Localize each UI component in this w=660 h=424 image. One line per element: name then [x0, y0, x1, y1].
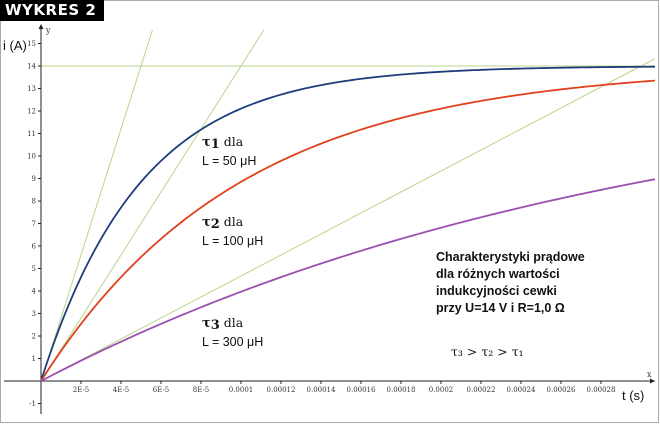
y-tick-label: -1 [29, 400, 36, 408]
x-tick-label: 8E-5 [193, 386, 210, 394]
x-tick-label: 0.00028 [587, 386, 616, 394]
y-tick-label: 1 [32, 355, 36, 363]
y-tick-label: 8 [32, 198, 36, 206]
y-tick-label: 5 [32, 265, 36, 273]
label-tau3-title: τ3 dla [202, 315, 244, 333]
x-tick-label: 0.00012 [267, 386, 296, 394]
x-tick-label: 0.00014 [307, 386, 336, 394]
y-tick-label: 7 [32, 220, 36, 228]
chart-badge: WYKRES 2 [0, 0, 105, 21]
info-line-2: dla różnych wartości [436, 267, 560, 281]
y-tick-label: 6 [32, 243, 37, 251]
label-tau1-inductance: L = 50 μH [202, 154, 256, 168]
x-tick-label: 0.0001 [229, 386, 254, 394]
y-tick-label: 15 [27, 40, 36, 48]
x-axis-name: x [647, 370, 652, 379]
y-axis-label: i (A) [3, 38, 27, 53]
tangent-line-3 [40, 58, 656, 382]
tangent-line-1 [40, 29, 153, 382]
x-axis-arrow [650, 378, 655, 384]
y-axis-arrow [38, 24, 44, 29]
label-tau2-inductance: L = 100 μH [202, 234, 263, 248]
label-tau1-title: τ1 dla [202, 134, 244, 152]
x-tick-label: 0.00026 [547, 386, 576, 394]
y-axis-name: y [45, 26, 51, 35]
x-axis-label: t (s) [622, 388, 644, 403]
y-tick-label: 2 [32, 333, 36, 341]
series-curve-τ2 [40, 79, 656, 382]
x-tick-label: 2E-5 [73, 386, 90, 394]
x-tick-label: 0.00018 [387, 386, 416, 394]
y-tick-label: 13 [27, 85, 36, 93]
x-tick-label: 0.0002 [429, 386, 454, 394]
tau-relation: τ₃ > τ₂ > τ₁ [451, 344, 524, 359]
info-line-3: indukcyjności cewki [436, 284, 557, 298]
info-line-1: Charakterystyki prądowe [436, 250, 585, 264]
y-tick-label: 10 [27, 153, 36, 161]
y-tick-label: 3 [32, 310, 36, 318]
y-tick-label: 11 [27, 130, 36, 138]
tangent-line-2 [40, 29, 265, 382]
x-tick-label: 6E-5 [153, 386, 170, 394]
series-curve-τ3 [40, 178, 656, 382]
label-tau3-inductance: L = 300 μH [202, 335, 263, 349]
y-tick-label: 14 [27, 63, 36, 71]
info-line-4: przy U=14 V i R=1,0 Ω [436, 301, 565, 315]
y-tick-label: 9 [32, 175, 36, 183]
x-tick-label: 0.00024 [507, 386, 536, 394]
x-tick-label: 0.00022 [467, 386, 496, 394]
x-tick-label: 4E-5 [113, 386, 130, 394]
x-tick-label: 0.00016 [347, 386, 376, 394]
y-tick-label: 12 [27, 108, 36, 116]
series-curve-τ1 [40, 65, 656, 382]
label-tau2-title: τ2 dla [202, 214, 244, 232]
y-tick-label: 4 [32, 288, 37, 296]
